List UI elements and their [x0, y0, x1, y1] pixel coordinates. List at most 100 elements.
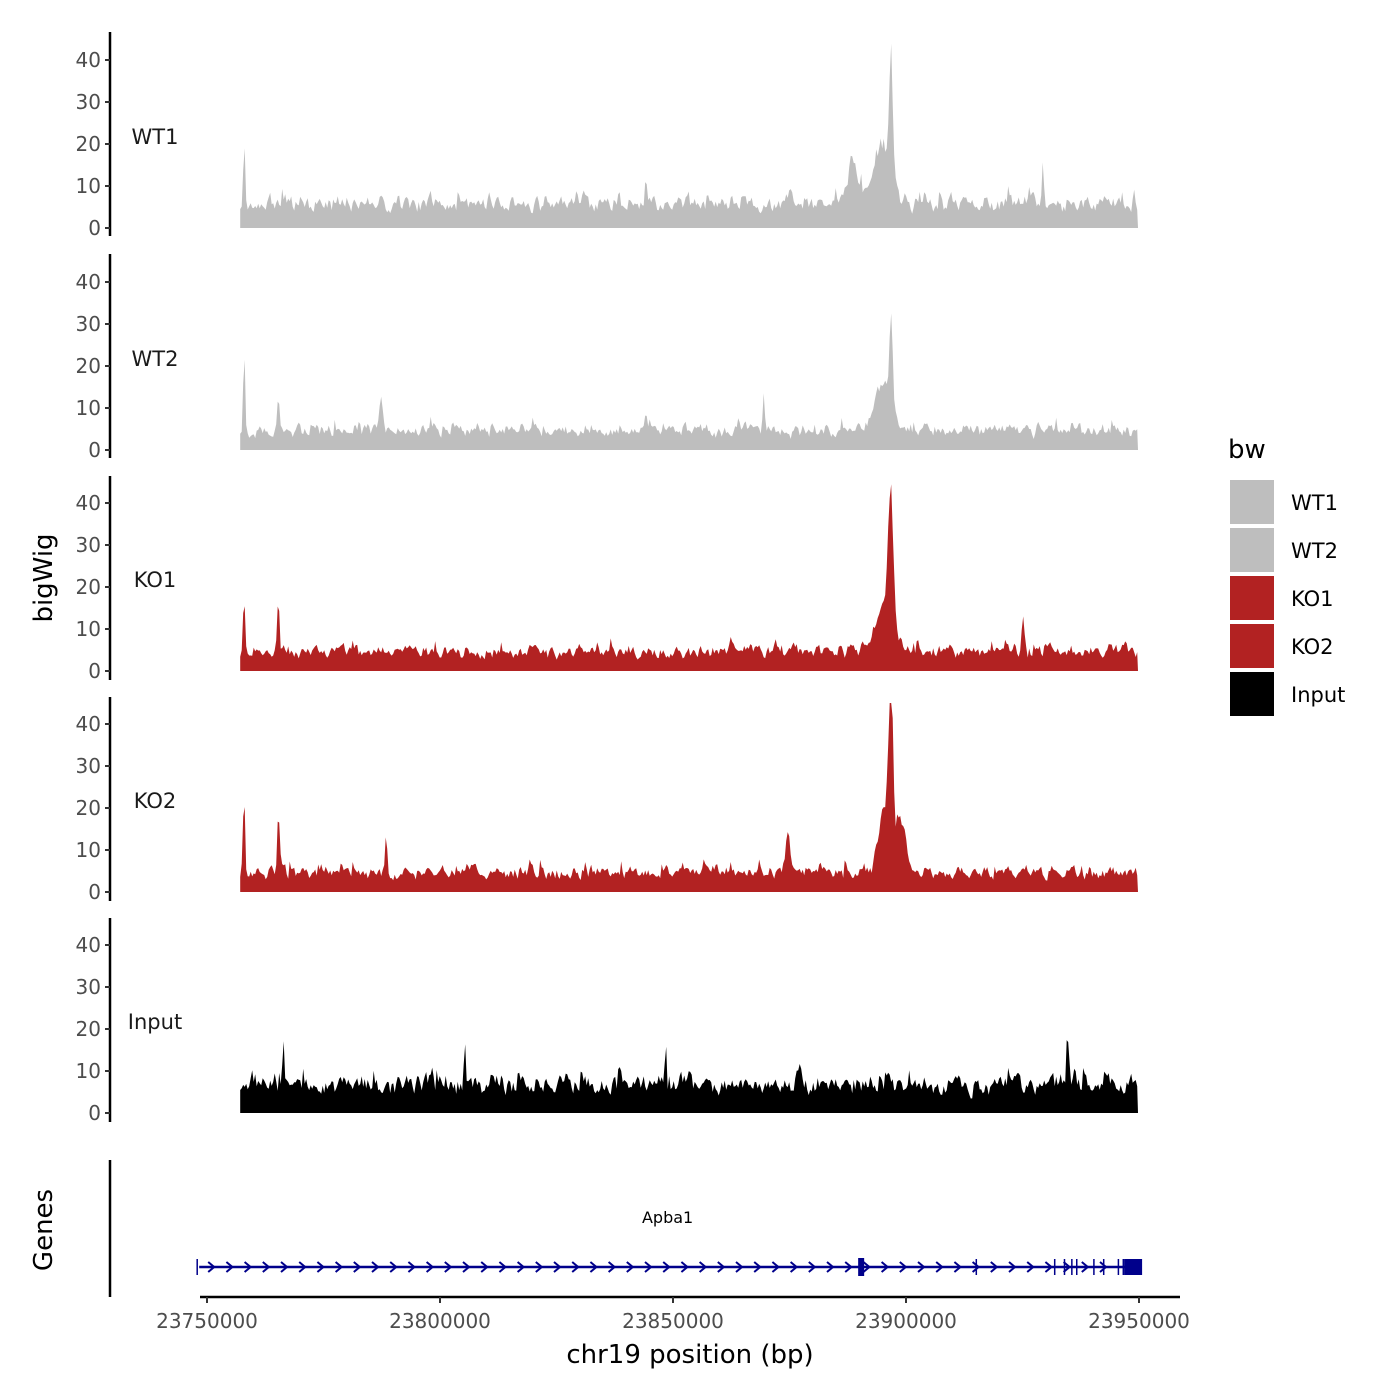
genes-group: Apba1 [108, 1160, 1143, 1297]
track-ko1: 0 10 20 30 40 KO1 [76, 476, 1138, 683]
y-tick-label: 20 [76, 796, 101, 820]
y-tick-label: 30 [76, 312, 101, 336]
legend-key [1230, 528, 1274, 572]
strand-chevron [862, 1261, 871, 1273]
exon [196, 1259, 198, 1275]
strand-chevron [425, 1261, 435, 1273]
strand-chevron [626, 1261, 635, 1273]
genes-track-title: Genes [29, 1189, 59, 1271]
strand-chevron [735, 1261, 744, 1273]
gene-label: Apba1 [642, 1208, 693, 1227]
legend-key [1230, 672, 1274, 716]
track-ko2: 0 10 20 30 40 KO2 [76, 697, 1138, 904]
strand-chevron [844, 1261, 853, 1273]
strand-chevron [1081, 1261, 1090, 1273]
legend-label: WT1 [1291, 491, 1338, 515]
y-tick-label: 40 [76, 270, 101, 294]
strand-chevron [334, 1261, 344, 1273]
exon [1063, 1259, 1066, 1275]
signal-area-wt2 [240, 313, 1138, 450]
y-tick-label: 20 [76, 1017, 101, 1041]
legend-label: KO2 [1291, 635, 1334, 659]
signal-area-ko2 [240, 703, 1138, 892]
strand-chevron [553, 1261, 562, 1273]
strand-chevron [498, 1261, 507, 1273]
y-tick-label: 40 [76, 933, 101, 957]
strand-chevron [371, 1261, 380, 1273]
track-label-ko2: KO2 [134, 789, 177, 813]
exon [858, 1258, 865, 1276]
x-axis-group: 23750000 23800000 23850000 23900000 23950000 [156, 1295, 1190, 1333]
y-tick-label: 0 [88, 1101, 101, 1125]
strand-chevron [1044, 1261, 1053, 1273]
strand-chevron [207, 1261, 216, 1273]
strand-chevron [917, 1261, 926, 1273]
legend-entry-wt2: WT2 [1230, 528, 1338, 572]
strand-chevron [225, 1261, 234, 1273]
exon [1071, 1259, 1073, 1275]
legend-entry-wt1: WT1 [1230, 480, 1338, 524]
y-tick-label: 10 [76, 617, 101, 641]
legend-key [1230, 480, 1274, 524]
legend-label: Input [1291, 683, 1345, 707]
y-tick-label: 0 [88, 880, 101, 904]
exon [975, 1259, 978, 1275]
x-tick-label: 23750000 [156, 1309, 258, 1333]
y-tick-label: 40 [76, 491, 101, 515]
legend-label: KO1 [1291, 587, 1334, 611]
x-tick-label: 23850000 [622, 1309, 724, 1333]
y-tick-label: 30 [76, 975, 101, 999]
strand-chevron [444, 1261, 453, 1273]
signal-area-wt1 [240, 43, 1138, 228]
strand-chevron [353, 1261, 362, 1273]
track-input: 0 10 20 30 40 Input [76, 918, 1138, 1125]
y-axis-title: bigWig [29, 533, 59, 622]
strand-chevron [899, 1261, 908, 1273]
y-tick-label: 20 [76, 575, 101, 599]
strand-chevron [789, 1261, 799, 1273]
strand-chevron [808, 1261, 817, 1273]
y-tick-label: 10 [76, 838, 101, 862]
legend-key [1230, 624, 1274, 668]
strand-chevron [571, 1261, 580, 1273]
strand-chevron [607, 1261, 617, 1273]
strand-chevron [771, 1261, 780, 1273]
strand-chevron [753, 1261, 762, 1273]
y-tick-label: 30 [76, 533, 101, 557]
strand-chevron [1026, 1261, 1035, 1273]
legend-key [1230, 576, 1274, 620]
strand-chevron [644, 1261, 653, 1273]
strand-chevron [316, 1261, 325, 1273]
strand-chevron [971, 1261, 981, 1273]
x-tick-label: 23800000 [389, 1309, 491, 1333]
legend-entry-ko1: KO1 [1230, 576, 1334, 620]
legend: bw WT1 WT2 KO1 KO2 Input [1228, 435, 1345, 716]
exon [1122, 1259, 1125, 1275]
tracks-group: 0 10 20 30 40 WT1 0 10 20 30 40 WT2 0 10 20 30 40 KO1 0 10 2… [76, 32, 1138, 1125]
strand-chevron [1099, 1261, 1108, 1273]
strand-chevron [535, 1261, 544, 1273]
strand-chevron [462, 1261, 471, 1273]
gene-apba1: Apba1 [196, 1208, 1143, 1276]
strand-chevron [280, 1261, 289, 1273]
exon [1053, 1259, 1056, 1275]
strand-chevron [1008, 1261, 1017, 1273]
track-label-wt2: WT2 [132, 347, 179, 371]
strand-chevron [243, 1261, 253, 1273]
exon [1117, 1259, 1120, 1275]
track-label-wt1: WT1 [132, 125, 179, 149]
y-tick-label: 10 [76, 396, 101, 420]
strand-chevron [389, 1261, 398, 1273]
strand-chevron [680, 1261, 689, 1273]
strand-chevron [480, 1261, 489, 1273]
x-tick-label: 23950000 [1088, 1309, 1190, 1333]
strand-chevron [662, 1261, 671, 1273]
strand-chevron [262, 1261, 271, 1273]
strand-chevron [826, 1261, 835, 1273]
y-tick-label: 0 [88, 438, 101, 462]
strand-chevron [298, 1261, 307, 1273]
y-tick-label: 30 [76, 754, 101, 778]
strand-chevron [880, 1261, 890, 1273]
strand-chevron [1062, 1261, 1072, 1273]
